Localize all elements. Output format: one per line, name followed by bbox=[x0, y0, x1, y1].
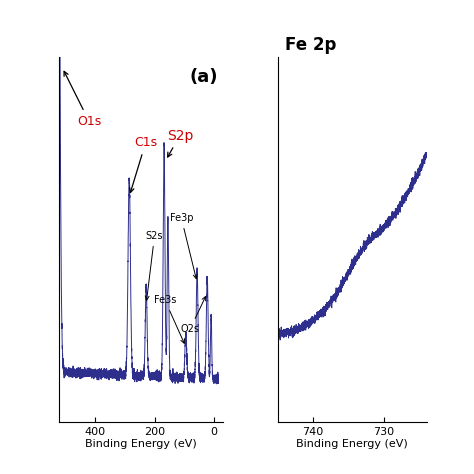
Text: S2s: S2s bbox=[145, 231, 163, 300]
Text: O1s: O1s bbox=[64, 72, 101, 128]
X-axis label: Binding Energy (eV): Binding Energy (eV) bbox=[296, 439, 408, 449]
Text: C1s: C1s bbox=[129, 136, 157, 192]
Text: S2p: S2p bbox=[167, 128, 193, 157]
Text: Fe3s: Fe3s bbox=[154, 295, 184, 343]
Text: Fe 2p: Fe 2p bbox=[285, 36, 337, 54]
Text: Fe3p: Fe3p bbox=[170, 213, 197, 279]
Text: O2s: O2s bbox=[181, 297, 206, 334]
Text: (a): (a) bbox=[189, 68, 218, 86]
X-axis label: Binding Energy (eV): Binding Energy (eV) bbox=[85, 439, 197, 449]
